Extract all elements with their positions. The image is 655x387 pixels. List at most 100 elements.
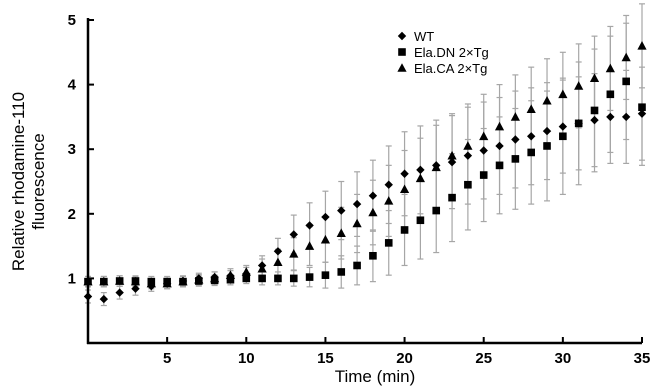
axes-layer [86, 18, 642, 345]
ela-ca-2-tg-point [305, 241, 315, 250]
ela-ca-2-tg-point [605, 63, 615, 73]
ela-ca-2-tg-point [99, 276, 109, 286]
ela-dn-2-tg-point [353, 261, 361, 270]
ela-dn-2-tg-point [369, 251, 377, 260]
ela-ca-2-tg-point [479, 131, 489, 141]
y-tick-label: 5 [68, 12, 76, 29]
ela-ca-2-tg-point [289, 249, 299, 258]
wt-point [273, 247, 283, 256]
ela-ca-2-tg-point [431, 162, 441, 172]
ela-dn-2-tg-point [511, 155, 520, 163]
ela-dn-2-tg-point [226, 275, 235, 284]
y-axis-title-line-1: Relative rhodamine-110 [9, 92, 28, 271]
wt-point [621, 112, 631, 122]
y-tick-label: 3 [68, 141, 76, 158]
ela-dn-2-tg-point [495, 161, 504, 170]
ela-ca-2-tg-point [574, 81, 584, 90]
ela-ca-2-tg-point [352, 218, 362, 228]
ela-dn-2-tg-point [479, 171, 488, 179]
wt-point [511, 135, 520, 144]
y-tick-label: 1 [68, 270, 76, 287]
x-axis-title: Time (min) [335, 367, 416, 386]
ela-ca-2-tg-point [463, 141, 473, 150]
y-tick-label: 4 [68, 77, 77, 94]
ela-dn-2-tg-point [432, 206, 441, 215]
wt-point [606, 112, 615, 122]
ela-dn-2-tg-point [416, 216, 425, 225]
ela-dn-2-tg-point [400, 226, 409, 234]
ela-dn-2-tg-point [258, 274, 266, 283]
legend-marker-ela-dn-2-tg [398, 48, 406, 56]
x-tick-label: 15 [317, 350, 334, 367]
ela-ca-2-tg-point [384, 196, 394, 205]
ticks-layer: 5 10 15 20 25 30 35 1 2 3 4 5 [68, 12, 651, 367]
wt-point [321, 212, 330, 222]
ela-ca-2-tg-point [336, 228, 346, 237]
ela-ca-2-tg-point [368, 207, 378, 217]
wt-point [416, 165, 425, 175]
ela-ca-2-tg-point [637, 41, 647, 50]
wt-point [463, 151, 473, 160]
wt-point [558, 122, 568, 131]
x-tick-label: 5 [163, 350, 171, 367]
ela-ca-2-tg-point [558, 89, 568, 99]
markers-layer [83, 41, 647, 304]
wt-point [384, 180, 393, 189]
ela-ca-2-tg-point [542, 95, 552, 105]
ela-ca-2-tg-point [510, 112, 520, 121]
x-tick-label: 30 [555, 350, 572, 367]
wt-point [542, 126, 552, 136]
ela-dn-2-tg-point [574, 119, 583, 128]
x-tick-label: 25 [475, 350, 492, 367]
ela-dn-2-tg-point [638, 103, 646, 112]
ela-dn-2-tg-point [321, 271, 330, 279]
y-axis-title: Relative rhodamine-110 fluorescence [9, 92, 48, 271]
ela-ca-2-tg-point [273, 257, 283, 267]
ela-ca-2-tg-point [194, 274, 204, 284]
ela-dn-2-tg-point [274, 274, 282, 283]
ela-ca-2-tg-point [257, 263, 267, 273]
y-axis-title-line-2: fluorescence [29, 133, 48, 229]
ela-ca-2-tg-point [447, 150, 457, 160]
wt-point [590, 115, 599, 125]
y-tick-label: 2 [68, 206, 76, 223]
ela-ca-2-tg-point [415, 173, 425, 183]
wt-point [479, 146, 488, 155]
wt-point [115, 288, 124, 297]
wt-point [305, 221, 314, 230]
ela-dn-2-tg-point [527, 148, 535, 157]
ela-ca-2-tg-point [146, 278, 156, 288]
wt-point [400, 169, 409, 178]
ela-ca-2-tg-point [210, 273, 220, 283]
legend-label-ela-ca-2-tg: Ela.CA 2×Tg [414, 61, 487, 76]
ela-ca-2-tg-point [162, 278, 172, 288]
ela-dn-2-tg-point [289, 274, 298, 283]
x-tick-label: 10 [238, 350, 255, 367]
ela-ca-2-tg-point [526, 104, 536, 113]
ela-ca-2-tg-point [241, 267, 251, 276]
legend-marker-wt [397, 31, 407, 41]
ela-dn-2-tg-point [242, 274, 251, 283]
wt-point [447, 157, 457, 167]
wt-point [527, 132, 536, 141]
wt-point [99, 294, 109, 304]
wt-point [337, 206, 346, 215]
wt-point [637, 109, 647, 118]
wt-point [289, 230, 298, 239]
x-tick-label: 35 [634, 350, 651, 367]
ela-dn-2-tg-point [622, 77, 630, 86]
legend-marker-ela-ca-2-tg [397, 63, 407, 72]
ela-ca-2-tg-point [115, 276, 125, 285]
errorbars-layer [85, 3, 645, 307]
legend-label-wt: WT [414, 29, 434, 44]
ela-dn-2-tg-point [559, 132, 567, 141]
wt-point [368, 191, 378, 200]
ela-ca-2-tg-point [494, 121, 505, 131]
ela-ca-2-tg-point [225, 270, 236, 279]
ela-dn-2-tg-point [606, 90, 615, 99]
ela-dn-2-tg-point [384, 239, 393, 247]
ela-dn-2-tg-point [337, 268, 346, 276]
ela-ca-2-tg-point [130, 276, 141, 286]
